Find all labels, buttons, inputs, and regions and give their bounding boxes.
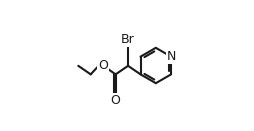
Text: N: N <box>167 50 177 63</box>
Text: Br: Br <box>121 33 135 46</box>
Text: O: O <box>111 94 121 107</box>
Text: O: O <box>98 59 108 72</box>
